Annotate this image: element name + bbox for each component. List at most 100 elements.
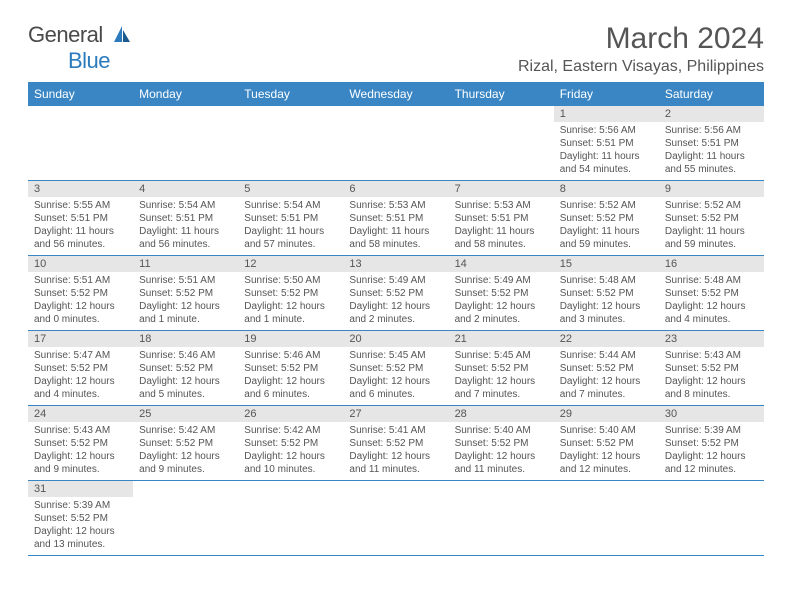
day-content: Sunrise: 5:47 AMSunset: 5:52 PMDaylight:… [28,347,133,405]
calendar-cell: 19Sunrise: 5:46 AMSunset: 5:52 PMDayligh… [238,331,343,406]
calendar-cell [238,481,343,556]
day-content: Sunrise: 5:48 AMSunset: 5:52 PMDaylight:… [659,272,764,330]
day-content: Sunrise: 5:51 AMSunset: 5:52 PMDaylight:… [28,272,133,330]
day-number: 24 [28,406,133,422]
day-number: 18 [133,331,238,347]
location: Rizal, Eastern Visayas, Philippines [518,58,764,76]
day-number: 12 [238,256,343,272]
day-number: 17 [28,331,133,347]
day-content: Sunrise: 5:51 AMSunset: 5:52 PMDaylight:… [133,272,238,330]
day-number: 11 [133,256,238,272]
day-header: Tuesday [238,82,343,106]
calendar-cell: 20Sunrise: 5:45 AMSunset: 5:52 PMDayligh… [343,331,448,406]
day-content: Sunrise: 5:56 AMSunset: 5:51 PMDaylight:… [554,122,659,180]
day-number: 31 [28,481,133,497]
day-header: Sunday [28,82,133,106]
day-number: 28 [449,406,554,422]
day-content: Sunrise: 5:45 AMSunset: 5:52 PMDaylight:… [449,347,554,405]
calendar-cell: 2Sunrise: 5:56 AMSunset: 5:51 PMDaylight… [659,106,764,181]
calendar-cell: 18Sunrise: 5:46 AMSunset: 5:52 PMDayligh… [133,331,238,406]
calendar-week-row: 10Sunrise: 5:51 AMSunset: 5:52 PMDayligh… [28,256,764,331]
day-header: Friday [554,82,659,106]
day-content: Sunrise: 5:50 AMSunset: 5:52 PMDaylight:… [238,272,343,330]
calendar-cell: 8Sunrise: 5:52 AMSunset: 5:52 PMDaylight… [554,181,659,256]
calendar-cell [659,481,764,556]
calendar-cell: 28Sunrise: 5:40 AMSunset: 5:52 PMDayligh… [449,406,554,481]
day-content: Sunrise: 5:45 AMSunset: 5:52 PMDaylight:… [343,347,448,405]
calendar-cell: 1Sunrise: 5:56 AMSunset: 5:51 PMDaylight… [554,106,659,181]
day-content: Sunrise: 5:54 AMSunset: 5:51 PMDaylight:… [133,197,238,255]
calendar-cell: 5Sunrise: 5:54 AMSunset: 5:51 PMDaylight… [238,181,343,256]
calendar-cell [343,481,448,556]
day-content: Sunrise: 5:39 AMSunset: 5:52 PMDaylight:… [659,422,764,480]
logo-text-blue: Blue [68,48,110,73]
day-header: Saturday [659,82,764,106]
calendar-cell [133,481,238,556]
day-number: 19 [238,331,343,347]
calendar-cell: 9Sunrise: 5:52 AMSunset: 5:52 PMDaylight… [659,181,764,256]
day-content: Sunrise: 5:43 AMSunset: 5:52 PMDaylight:… [659,347,764,405]
calendar-week-row: 24Sunrise: 5:43 AMSunset: 5:52 PMDayligh… [28,406,764,481]
day-number: 14 [449,256,554,272]
day-content: Sunrise: 5:46 AMSunset: 5:52 PMDaylight:… [133,347,238,405]
day-header: Monday [133,82,238,106]
day-number: 1 [554,106,659,122]
calendar-cell: 23Sunrise: 5:43 AMSunset: 5:52 PMDayligh… [659,331,764,406]
day-number: 13 [343,256,448,272]
day-number: 3 [28,181,133,197]
day-content: Sunrise: 5:42 AMSunset: 5:52 PMDaylight:… [133,422,238,480]
day-number: 10 [28,256,133,272]
day-content: Sunrise: 5:56 AMSunset: 5:51 PMDaylight:… [659,122,764,180]
calendar-cell: 17Sunrise: 5:47 AMSunset: 5:52 PMDayligh… [28,331,133,406]
day-content: Sunrise: 5:54 AMSunset: 5:51 PMDaylight:… [238,197,343,255]
day-number: 16 [659,256,764,272]
calendar-cell: 26Sunrise: 5:42 AMSunset: 5:52 PMDayligh… [238,406,343,481]
day-number: 20 [343,331,448,347]
day-number: 29 [554,406,659,422]
day-content: Sunrise: 5:44 AMSunset: 5:52 PMDaylight:… [554,347,659,405]
calendar-cell: 12Sunrise: 5:50 AMSunset: 5:52 PMDayligh… [238,256,343,331]
calendar-cell: 16Sunrise: 5:48 AMSunset: 5:52 PMDayligh… [659,256,764,331]
day-content: Sunrise: 5:53 AMSunset: 5:51 PMDaylight:… [343,197,448,255]
day-number: 27 [343,406,448,422]
day-content: Sunrise: 5:49 AMSunset: 5:52 PMDaylight:… [343,272,448,330]
day-number: 26 [238,406,343,422]
calendar-cell: 6Sunrise: 5:53 AMSunset: 5:51 PMDaylight… [343,181,448,256]
sail-icon [112,24,132,44]
calendar-cell: 14Sunrise: 5:49 AMSunset: 5:52 PMDayligh… [449,256,554,331]
calendar-week-row: 17Sunrise: 5:47 AMSunset: 5:52 PMDayligh… [28,331,764,406]
calendar-cell: 31Sunrise: 5:39 AMSunset: 5:52 PMDayligh… [28,481,133,556]
day-content: Sunrise: 5:52 AMSunset: 5:52 PMDaylight:… [554,197,659,255]
day-content: Sunrise: 5:49 AMSunset: 5:52 PMDaylight:… [449,272,554,330]
day-content: Sunrise: 5:39 AMSunset: 5:52 PMDaylight:… [28,497,133,555]
day-header: Thursday [449,82,554,106]
day-number: 15 [554,256,659,272]
day-content: Sunrise: 5:55 AMSunset: 5:51 PMDaylight:… [28,197,133,255]
calendar-cell [343,106,448,181]
day-content: Sunrise: 5:40 AMSunset: 5:52 PMDaylight:… [554,422,659,480]
day-number: 25 [133,406,238,422]
day-number: 2 [659,106,764,122]
calendar-cell: 4Sunrise: 5:54 AMSunset: 5:51 PMDaylight… [133,181,238,256]
calendar-cell [554,481,659,556]
day-number: 5 [238,181,343,197]
logo-text: GeneralBlue [28,22,110,74]
day-content: Sunrise: 5:48 AMSunset: 5:52 PMDaylight:… [554,272,659,330]
calendar-cell: 15Sunrise: 5:48 AMSunset: 5:52 PMDayligh… [554,256,659,331]
calendar-cell: 22Sunrise: 5:44 AMSunset: 5:52 PMDayligh… [554,331,659,406]
calendar-cell: 10Sunrise: 5:51 AMSunset: 5:52 PMDayligh… [28,256,133,331]
logo-text-part2: l [98,22,102,47]
day-content: Sunrise: 5:40 AMSunset: 5:52 PMDaylight:… [449,422,554,480]
calendar-cell: 21Sunrise: 5:45 AMSunset: 5:52 PMDayligh… [449,331,554,406]
calendar-cell: 7Sunrise: 5:53 AMSunset: 5:51 PMDaylight… [449,181,554,256]
calendar-cell: 11Sunrise: 5:51 AMSunset: 5:52 PMDayligh… [133,256,238,331]
day-number: 30 [659,406,764,422]
calendar-cell: 24Sunrise: 5:43 AMSunset: 5:52 PMDayligh… [28,406,133,481]
calendar-cell [449,481,554,556]
calendar-cell: 29Sunrise: 5:40 AMSunset: 5:52 PMDayligh… [554,406,659,481]
day-content: Sunrise: 5:42 AMSunset: 5:52 PMDaylight:… [238,422,343,480]
calendar-header-row: SundayMondayTuesdayWednesdayThursdayFrid… [28,82,764,106]
calendar-body: 1Sunrise: 5:56 AMSunset: 5:51 PMDaylight… [28,106,764,556]
logo-text-part1: Genera [28,22,98,47]
day-number: 21 [449,331,554,347]
